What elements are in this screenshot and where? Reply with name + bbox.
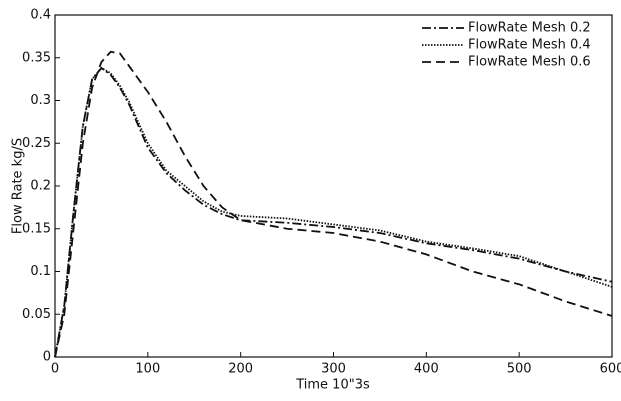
y-tick-label: 0.35 <box>22 50 51 65</box>
y-tick-label: 0.1 <box>30 264 51 279</box>
x-tick-label: 300 <box>321 362 346 377</box>
y-tick-label: 0.2 <box>30 179 51 194</box>
y-tick-label: 0.25 <box>22 136 51 151</box>
y-tick-label: 0.15 <box>22 221 51 236</box>
y-tick-label: 0.4 <box>30 8 51 23</box>
legend-label: FlowRate Mesh 0.2 <box>468 21 591 36</box>
x-tick-label: 500 <box>507 362 532 377</box>
series-line <box>54 66 613 358</box>
x-tick-label: 200 <box>228 362 253 377</box>
y-tick-label: 0 <box>43 350 51 365</box>
y-tick-label: 0.3 <box>30 93 51 108</box>
x-tick-label: 600 <box>600 362 621 377</box>
x-axis-label: Time 10"3s <box>295 378 370 393</box>
y-axis-label: Flow Rate kg/S <box>11 138 26 234</box>
y-tick-label: 0.05 <box>22 307 51 322</box>
x-tick-label: 100 <box>135 362 160 377</box>
x-tick-label: 400 <box>414 362 439 377</box>
series-line <box>54 66 613 358</box>
x-tick-label: 0 <box>51 362 59 377</box>
series-line <box>54 50 613 358</box>
legend-label: FlowRate Mesh 0.6 <box>468 55 591 70</box>
legend-label: FlowRate Mesh 0.4 <box>468 38 591 53</box>
